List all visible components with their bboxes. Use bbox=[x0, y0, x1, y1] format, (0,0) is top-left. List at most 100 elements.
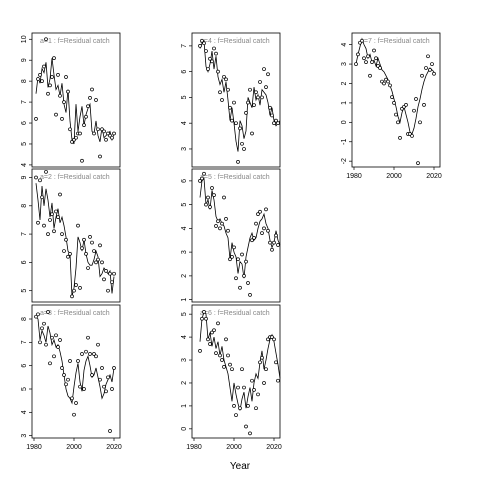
data-point bbox=[416, 161, 420, 165]
data-point bbox=[250, 131, 254, 136]
y-tick-label: 6 bbox=[21, 121, 28, 125]
data-point bbox=[426, 54, 430, 59]
data-point bbox=[50, 335, 54, 340]
data-point bbox=[248, 293, 252, 297]
data-point bbox=[36, 77, 40, 81]
data-point bbox=[226, 353, 230, 358]
data-point bbox=[40, 326, 44, 331]
data-point bbox=[42, 223, 46, 228]
data-point bbox=[82, 387, 86, 391]
data-point bbox=[234, 276, 238, 281]
data-point bbox=[390, 95, 394, 99]
data-point bbox=[276, 121, 280, 126]
data-point bbox=[240, 252, 244, 257]
y-tick-label: 4 bbox=[181, 121, 188, 125]
data-point bbox=[228, 257, 232, 262]
data-point bbox=[106, 288, 110, 293]
data-point bbox=[388, 83, 392, 88]
data-point bbox=[372, 48, 376, 53]
data-point bbox=[92, 131, 96, 136]
data-point bbox=[50, 75, 54, 79]
data-point bbox=[200, 38, 204, 43]
x-tick-label: 2000 bbox=[386, 173, 402, 180]
series-line-fitted bbox=[199, 39, 281, 152]
data-point bbox=[84, 114, 88, 119]
data-point bbox=[218, 353, 222, 358]
y-tick-label: 1 bbox=[181, 298, 188, 302]
data-point bbox=[38, 340, 42, 345]
panel-title: a=6 : f=Residual catch bbox=[200, 310, 270, 317]
data-point bbox=[206, 67, 210, 71]
data-point bbox=[84, 349, 88, 354]
data-point bbox=[268, 105, 272, 110]
x-tick-label: 1980 bbox=[186, 444, 202, 451]
panel-a2: 5 6 7 8 9 a=2 : f=Residual catch bbox=[21, 168, 121, 303]
data-point bbox=[102, 277, 106, 282]
data-point bbox=[392, 101, 396, 105]
data-point bbox=[68, 252, 72, 256]
data-point bbox=[230, 255, 234, 259]
data-point bbox=[252, 103, 256, 108]
data-point bbox=[222, 365, 226, 369]
data-point bbox=[396, 120, 400, 125]
data-point bbox=[204, 316, 208, 321]
x-axis-label: Year bbox=[230, 461, 251, 472]
data-point bbox=[270, 335, 274, 339]
data-point bbox=[88, 96, 92, 100]
data-point bbox=[270, 247, 274, 252]
data-point bbox=[250, 378, 254, 383]
data-point bbox=[110, 387, 114, 391]
panel-title: a=4 : f=Residual catch bbox=[200, 38, 270, 45]
data-point bbox=[418, 120, 422, 125]
data-point bbox=[92, 249, 96, 253]
data-point bbox=[204, 49, 208, 53]
data-point bbox=[36, 312, 40, 317]
panel-title: a=7 : f=Residual catch bbox=[360, 38, 430, 45]
data-point bbox=[202, 310, 206, 314]
data-point bbox=[82, 237, 86, 242]
data-point bbox=[422, 103, 426, 107]
data-point bbox=[46, 91, 50, 96]
y-tick-label: 5 bbox=[21, 387, 28, 391]
panel-a3: 3 4 5 6 7 8 1980 2000 2020 a=3 : f=Residual catch bbox=[21, 304, 122, 451]
data-point bbox=[94, 260, 98, 265]
data-point bbox=[252, 236, 256, 240]
data-point bbox=[260, 231, 264, 235]
y-tick-label: 4 bbox=[21, 163, 28, 167]
data-point bbox=[88, 352, 92, 356]
data-point bbox=[52, 229, 56, 234]
data-point bbox=[242, 385, 246, 390]
y-tick-label: 1 bbox=[341, 101, 348, 105]
data-point bbox=[274, 233, 278, 238]
data-point bbox=[208, 205, 212, 209]
data-point bbox=[262, 381, 266, 385]
data-point bbox=[424, 66, 428, 70]
data-point bbox=[54, 209, 58, 214]
data-point bbox=[102, 384, 106, 389]
y-tick-label: 6 bbox=[181, 70, 188, 74]
y-tick-label: 0 bbox=[181, 427, 188, 431]
data-point bbox=[250, 238, 254, 243]
data-point bbox=[216, 69, 220, 74]
data-point bbox=[80, 352, 84, 356]
y-tick-label: 7 bbox=[181, 44, 188, 48]
x-tick-label: 2020 bbox=[426, 173, 442, 180]
data-point bbox=[200, 316, 204, 321]
data-point bbox=[256, 212, 260, 216]
data-point bbox=[228, 362, 232, 367]
data-point bbox=[398, 136, 402, 140]
x-tick-label: 2020 bbox=[106, 444, 122, 451]
data-point bbox=[246, 404, 250, 408]
data-point bbox=[274, 118, 278, 123]
data-point bbox=[374, 56, 378, 61]
data-point bbox=[68, 127, 72, 132]
data-point bbox=[102, 129, 106, 134]
data-point bbox=[68, 359, 72, 363]
x-tick-label: 2000 bbox=[66, 444, 82, 451]
data-point bbox=[224, 77, 228, 82]
data-point bbox=[404, 103, 408, 107]
data-point bbox=[266, 72, 270, 77]
data-point bbox=[60, 366, 64, 370]
data-point bbox=[112, 131, 116, 136]
data-point bbox=[276, 378, 280, 383]
